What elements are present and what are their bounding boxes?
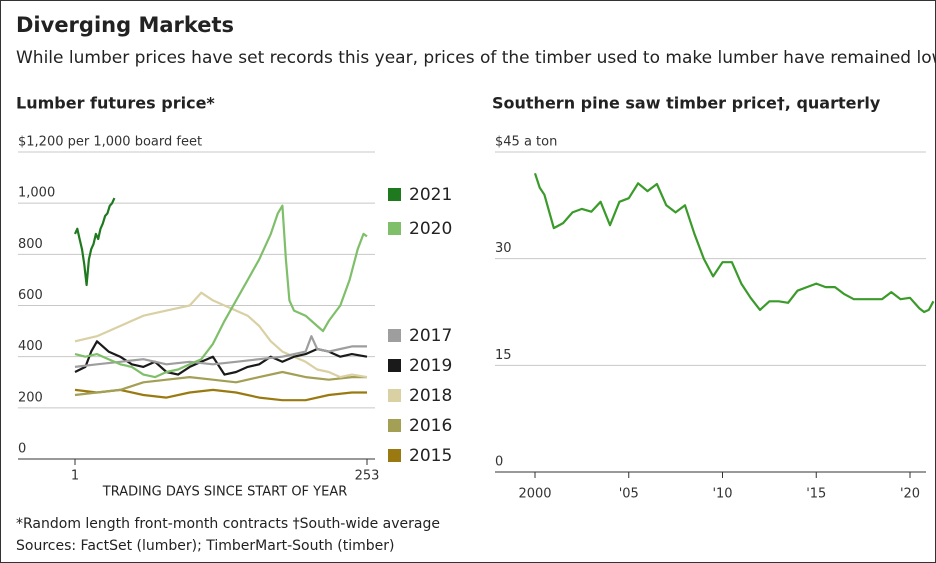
footnote: *Random length front-month contracts †So… (16, 516, 440, 532)
series-line (74, 370, 367, 397)
series-line (74, 340, 368, 376)
y-tick-label: 800 (18, 237, 43, 252)
y-tick-label: 200 (18, 390, 43, 405)
legend-swatch (388, 449, 401, 462)
series-line (74, 335, 367, 368)
x-axis-label: TRADING DAYS SINCE START OF YEAR (102, 485, 348, 500)
y-tick-label: 0 (495, 455, 503, 470)
legend-swatch (388, 188, 401, 201)
page-subtitle: While lumber prices have set records thi… (16, 48, 936, 68)
y-tick-label: 0 (18, 442, 26, 457)
legend-label: 2017 (409, 326, 452, 346)
series-line (74, 204, 368, 379)
legend-label: 2018 (409, 386, 452, 406)
legend-swatch (388, 329, 401, 342)
y-tick-label: 1,000 (18, 186, 55, 201)
legend-label: 2015 (409, 446, 452, 466)
legend-swatch (388, 389, 401, 402)
x-tick-label: '10 (712, 487, 732, 502)
page-title: Diverging Markets (16, 13, 234, 37)
footnote: Sources: FactSet (lumber); TimberMart-So… (16, 538, 394, 554)
y-tick-label: 30 (495, 241, 512, 256)
y-tick-label: $45 a ton (495, 135, 557, 150)
y-tick-label: 15 (495, 348, 512, 363)
x-tick-label: '20 (900, 487, 920, 502)
legend-label: 2019 (409, 356, 452, 376)
y-tick-label: $1,200 per 1,000 board feet (18, 135, 202, 150)
series-line (74, 388, 367, 402)
chart-title: Southern pine saw timber price†, quarter… (492, 94, 881, 113)
legend-label: 2020 (409, 219, 452, 239)
series-line (74, 291, 368, 379)
x-tick-label: '15 (806, 487, 826, 502)
legend-swatch (388, 359, 401, 372)
x-tick-label: 1 (71, 469, 79, 484)
legend-label: 2021 (409, 185, 452, 205)
x-tick-label: '05 (619, 487, 639, 502)
y-tick-label: 400 (18, 339, 43, 354)
legend-swatch (388, 222, 401, 235)
x-tick-label: 253 (355, 469, 380, 484)
legend-label: 2016 (409, 416, 452, 436)
chart-title: Lumber futures price* (16, 94, 215, 113)
series-line (73, 197, 116, 287)
y-tick-label: 600 (18, 288, 43, 303)
series-line (533, 172, 935, 314)
x-tick-label: 2000 (518, 487, 551, 502)
legend-swatch (388, 419, 401, 432)
